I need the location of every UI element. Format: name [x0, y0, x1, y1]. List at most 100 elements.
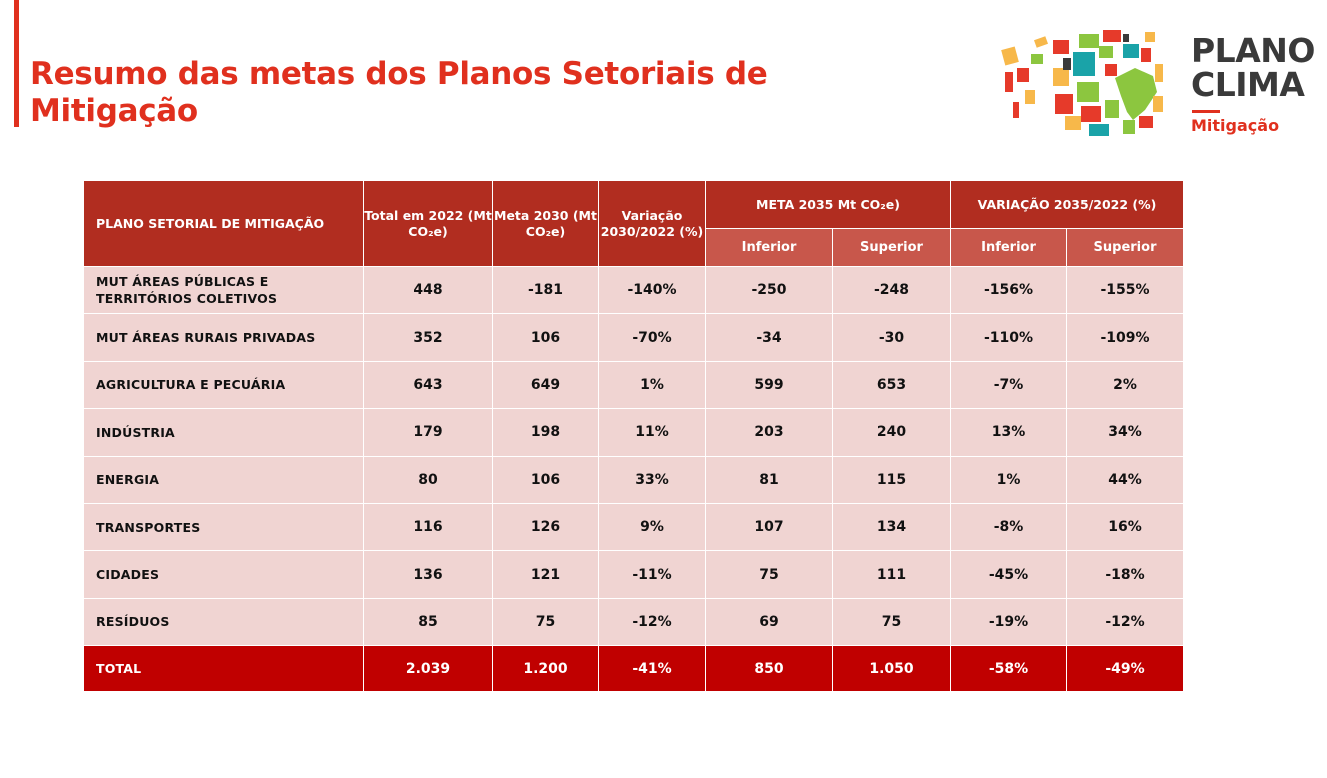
header-meta-2035-inferior: Inferior	[705, 228, 833, 267]
header-meta-2035: META 2035 Mt CO₂e)	[705, 180, 951, 229]
cell-meta-2035-superior: -248	[832, 265, 951, 315]
cell-var-2030: -11%	[598, 550, 706, 599]
header-sector: PLANO SETORIAL DE MITIGAÇÃO	[83, 180, 364, 267]
cell-var-2035-superior: -155%	[1065, 265, 1185, 315]
cell-var-2035-inferior: -19%	[950, 597, 1067, 647]
logo-divider	[1192, 110, 1220, 113]
cell-var-2035-superior: -18%	[1065, 550, 1185, 599]
cell-var-2035-superior: -12%	[1065, 597, 1185, 647]
plano-clima-logo: PLANO CLIMA Mitigação	[995, 20, 1325, 150]
header-total-2022: Total em 2022 (Mt CO₂e)	[363, 180, 493, 267]
cell-var-2035-inferior: -8%	[950, 502, 1067, 552]
cell-meta-2030: 106	[492, 313, 599, 362]
cell-total-2022: 136	[363, 550, 493, 599]
cell-meta-2035-inferior: 69	[705, 597, 833, 647]
cell-meta-2035-inferior: 107	[705, 502, 833, 552]
cell-var-2030: -140%	[598, 265, 706, 315]
cell-meta-2035-superior: 115	[832, 455, 951, 504]
cell-var-2035-inferior: -7%	[950, 360, 1067, 410]
cell-total-2022: 352	[363, 313, 493, 362]
logo-line-2: CLIMA	[1191, 65, 1305, 104]
cell-sector: ENERGIA	[83, 455, 364, 504]
cell-sector: INDÚSTRIA	[83, 408, 364, 457]
table-row: AGRICULTURA E PECUÁRIA 643 649 1% 599 65…	[83, 360, 1185, 410]
total-row: TOTAL 2.039 1.200 -41% 850 1.050 -58% -4…	[83, 645, 1185, 693]
cell-meta-2030: 121	[492, 550, 599, 599]
cell-var-2030: 9%	[598, 502, 706, 552]
header-meta-2035-superior: Superior	[832, 228, 951, 267]
cell-meta-2035-superior: 75	[832, 597, 951, 647]
logo-line-1: PLANO	[1191, 31, 1315, 70]
cell-meta-2030: 75	[492, 597, 599, 647]
table-row: MUT ÁREAS RURAIS PRIVADAS 352 106 -70% -…	[83, 313, 1185, 362]
cell-var-2030: -70%	[598, 313, 706, 362]
cell-meta-2030: 198	[492, 408, 599, 457]
cell-var-2035-inferior: 1%	[950, 455, 1067, 504]
cell-var-2035-inferior: -58%	[950, 645, 1067, 693]
cell-var-2035-inferior: 13%	[950, 408, 1067, 457]
cell-meta-2035-superior: 111	[832, 550, 951, 599]
cell-var-2030: 33%	[598, 455, 706, 504]
header-var-2035: VARIAÇÃO 2035/2022 (%)	[949, 180, 1185, 229]
cell-sector: RESÍDUOS	[83, 597, 364, 647]
cell-meta-2030: 106	[492, 455, 599, 504]
cell-sector: MUT ÁREAS RURAIS PRIVADAS	[83, 313, 364, 362]
table-row: ENERGIA 80 106 33% 81 115 1% 44%	[83, 455, 1185, 504]
cell-meta-2035-inferior: 81	[705, 455, 833, 504]
cell-var-2035-superior: 34%	[1065, 408, 1185, 457]
table-row: MUT ÁREAS PÚBLICAS E TERRITÓRIOS COLETIV…	[83, 265, 1185, 315]
cell-var-2035-superior: -49%	[1065, 645, 1185, 693]
title-accent-bar	[14, 0, 19, 127]
cell-sector: MUT ÁREAS PÚBLICAS E TERRITÓRIOS COLETIV…	[83, 265, 364, 315]
globe-mosaic-brazil-icon	[1001, 26, 1163, 142]
cell-meta-2035-superior: 134	[832, 502, 951, 552]
cell-total-2022: 85	[363, 597, 493, 647]
cell-meta-2035-inferior: -34	[705, 313, 833, 362]
cell-var-2035-inferior: -156%	[950, 265, 1067, 315]
cell-var-2035-inferior: -45%	[950, 550, 1067, 599]
cell-sector: AGRICULTURA E PECUÁRIA	[83, 360, 364, 410]
cell-var-2035-superior: 44%	[1065, 455, 1185, 504]
cell-sector: TOTAL	[83, 645, 364, 693]
table-row: INDÚSTRIA 179 198 11% 203 240 13% 34%	[83, 408, 1185, 457]
cell-total-2022: 116	[363, 502, 493, 552]
cell-meta-2035-inferior: -250	[705, 265, 833, 315]
header-var-2030: Variação 2030/2022 (%)	[598, 180, 706, 267]
cell-meta-2035-inferior: 203	[705, 408, 833, 457]
table-row: TRANSPORTES 116 126 9% 107 134 -8% 16%	[83, 502, 1185, 552]
page-title: Resumo das metas dos Planos Setoriais de…	[30, 56, 768, 129]
cell-var-2030: 1%	[598, 360, 706, 410]
cell-var-2035-superior: 16%	[1065, 502, 1185, 552]
cell-var-2030: 11%	[598, 408, 706, 457]
table-row: CIDADES 136 121 -11% 75 111 -45% -18%	[83, 550, 1185, 599]
cell-meta-2035-inferior: 850	[705, 645, 833, 693]
cell-meta-2035-inferior: 599	[705, 360, 833, 410]
cell-var-2035-inferior: -110%	[950, 313, 1067, 362]
cell-total-2022: 448	[363, 265, 493, 315]
cell-total-2022: 80	[363, 455, 493, 504]
cell-total-2022: 179	[363, 408, 493, 457]
cell-sector: CIDADES	[83, 550, 364, 599]
cell-meta-2035-superior: -30	[832, 313, 951, 362]
header-meta-2030: Meta 2030 (Mt CO₂e)	[492, 180, 599, 267]
cell-sector: TRANSPORTES	[83, 502, 364, 552]
cell-meta-2035-superior: 240	[832, 408, 951, 457]
header-var-2035-superior: Superior	[1065, 228, 1185, 267]
cell-meta-2035-superior: 1.050	[832, 645, 951, 693]
cell-total-2022: 643	[363, 360, 493, 410]
cell-var-2030: -41%	[598, 645, 706, 693]
cell-meta-2030: 126	[492, 502, 599, 552]
logo-subtitle: Mitigação	[1191, 116, 1280, 135]
cell-var-2035-superior: 2%	[1065, 360, 1185, 410]
cell-var-2030: -12%	[598, 597, 706, 647]
cell-total-2022: 2.039	[363, 645, 493, 693]
cell-meta-2035-inferior: 75	[705, 550, 833, 599]
logo-wordmark: PLANO CLIMA	[1191, 34, 1315, 102]
cell-meta-2030: 649	[492, 360, 599, 410]
cell-meta-2035-superior: 653	[832, 360, 951, 410]
table-row: RESÍDUOS 85 75 -12% 69 75 -19% -12%	[83, 597, 1185, 647]
cell-meta-2030: -181	[492, 265, 599, 315]
cell-var-2035-superior: -109%	[1065, 313, 1185, 362]
cell-meta-2030: 1.200	[492, 645, 599, 693]
mitigation-targets-table: PLANO SETORIAL DE MITIGAÇÃO Total em 202…	[83, 180, 1185, 693]
